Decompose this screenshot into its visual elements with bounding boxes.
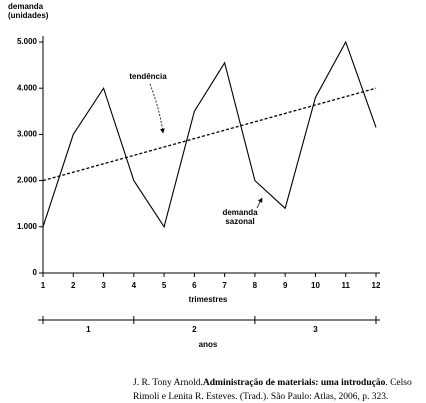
x-tick-label: 4 bbox=[132, 281, 137, 290]
y-tick-label: 2.000 bbox=[17, 176, 38, 185]
y-label: (unidades) bbox=[8, 11, 49, 20]
x-tick-label: 3 bbox=[101, 281, 106, 290]
y-label: demanda bbox=[8, 2, 44, 11]
year-label: 3 bbox=[313, 325, 318, 334]
x-tick-label: 6 bbox=[192, 281, 197, 290]
chart: demanda (unidades) trimestres tendência … bbox=[8, 2, 381, 349]
x-tick-label: 8 bbox=[253, 281, 258, 290]
x-tick-label: 10 bbox=[311, 281, 320, 290]
citation-text: . Celso bbox=[385, 378, 412, 388]
x-tick-label: 7 bbox=[222, 281, 227, 290]
year-label: 2 bbox=[192, 325, 197, 334]
annotation-arrow bbox=[149, 83, 165, 134]
annotation: tendência bbox=[129, 72, 167, 81]
x-tick-label: 1 bbox=[41, 281, 46, 290]
x-tick-label: 2 bbox=[71, 281, 76, 290]
series-line bbox=[42, 87, 377, 182]
series-line bbox=[42, 40, 377, 229]
y-tick-label: 3.000 bbox=[17, 130, 38, 139]
y-tick-label: 5.000 bbox=[17, 37, 38, 46]
x-label: trimestres bbox=[189, 295, 228, 304]
citation-author: J. R. Tony Arnold. bbox=[133, 378, 203, 388]
x-tick-label: 9 bbox=[283, 281, 288, 290]
y-tick-label: 4.000 bbox=[17, 83, 38, 92]
y-tick-label: 0 bbox=[33, 268, 38, 277]
annotation: sazonal bbox=[225, 217, 254, 226]
year-axis-label: anos bbox=[199, 340, 218, 349]
annotation-arrow bbox=[256, 197, 263, 209]
annotation: demanda bbox=[222, 208, 258, 217]
citation-text: Rimoli e Lenita R. Esteves. (Trad.). São… bbox=[133, 392, 389, 402]
x-tick-label: 5 bbox=[162, 281, 167, 290]
citation: J. R. Tony Arnold.Administração de mater… bbox=[133, 376, 418, 403]
citation-title: Administração de materiais: uma introduç… bbox=[202, 378, 386, 388]
x-tick-label: 12 bbox=[372, 281, 381, 290]
year-label: 1 bbox=[86, 325, 91, 334]
x-tick-label: 11 bbox=[341, 281, 350, 290]
y-tick-label: 1.000 bbox=[17, 222, 38, 231]
